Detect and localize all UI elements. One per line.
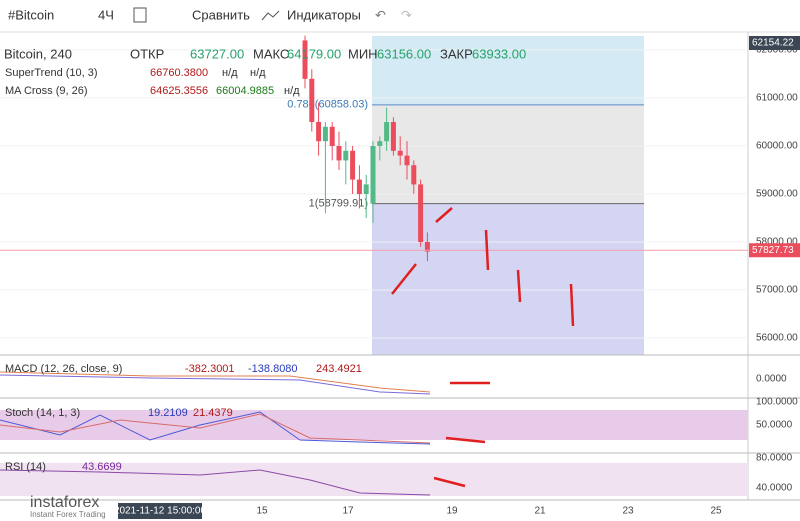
time-tick-label: 25 xyxy=(710,506,722,517)
redo[interactable]: ↷ xyxy=(401,7,412,22)
annotation-arrows xyxy=(391,207,575,488)
candle-body xyxy=(356,179,362,194)
candle-body xyxy=(350,150,356,180)
stoch-k xyxy=(0,411,431,445)
indicator-value: -382.3001 xyxy=(185,363,235,375)
time-tick-label: 21 xyxy=(534,506,546,517)
fib-label: 0.786(60858.03) xyxy=(287,99,368,111)
price-tick-label: 60000.00 xyxy=(756,141,798,152)
candle-body xyxy=(404,155,410,166)
axis-label: 0.0000 xyxy=(756,374,787,385)
cursor-time-box xyxy=(118,503,202,519)
indicator-value: 43.6699 xyxy=(82,461,122,473)
indicator-value: 66760.3800 xyxy=(150,67,208,79)
candle-body xyxy=(316,122,322,142)
legend-low: 63156.00 xyxy=(377,46,431,61)
logo-name: instaforex xyxy=(30,494,99,511)
candle-body xyxy=(397,150,403,156)
axis-label: 100.0000 xyxy=(756,397,798,408)
candle-body xyxy=(418,184,424,242)
candle-body xyxy=(309,78,315,122)
legend-open: 63727.00 xyxy=(190,46,244,61)
legend-high-label: МАКС xyxy=(253,46,289,61)
candle-body xyxy=(336,146,342,161)
time-tick-label: 23 xyxy=(622,506,634,517)
time-tick-label: 15 xyxy=(256,506,268,517)
indicator-value: н/д xyxy=(250,67,266,79)
indicators-icon xyxy=(261,10,280,21)
indicator-value: 21.4379 xyxy=(193,407,233,419)
symbol[interactable]: #Bitcoin xyxy=(8,7,54,22)
time-tick-label: 17 xyxy=(342,506,354,517)
price-tick-label: 62000.00 xyxy=(756,45,798,56)
indicator-name: MA Cross (9, 26) xyxy=(5,85,88,97)
fib-zones xyxy=(372,36,644,355)
indicator-value: 64625.3556 xyxy=(150,85,208,97)
candle-body xyxy=(363,184,369,194)
macd-line xyxy=(0,374,431,395)
legend-open-label: ОТКР xyxy=(130,46,164,61)
candle-body xyxy=(302,40,308,79)
indicator-value: -138.8080 xyxy=(248,363,298,375)
price-tick-label: 58000.00 xyxy=(756,237,798,248)
undo[interactable]: ↶ xyxy=(375,7,386,22)
compare-button[interactable]: Сравнить xyxy=(192,7,250,22)
fib-label: 1(58799.91) xyxy=(309,198,368,210)
candle-icon[interactable] xyxy=(133,7,147,23)
candle-body xyxy=(390,122,396,151)
indicator-value: 19.2109 xyxy=(148,407,188,419)
legend-close-label: ЗАКР xyxy=(440,46,473,61)
legend-low-label: МИН xyxy=(348,46,378,61)
legend-close: 63933.00 xyxy=(472,46,526,61)
indicator-value: н/д xyxy=(284,85,300,97)
interval[interactable]: 4Ч xyxy=(98,7,114,22)
price-tick-label: 59000.00 xyxy=(756,189,798,200)
axis-label: 50.0000 xyxy=(756,420,793,431)
axis-label: 80.0000 xyxy=(756,453,793,464)
macd-signal xyxy=(0,371,431,393)
candle-body xyxy=(329,126,335,146)
candle-body xyxy=(322,126,328,142)
axis-label: 40.0000 xyxy=(756,483,793,494)
price-badge xyxy=(749,36,800,50)
candle-body xyxy=(424,242,430,252)
price-tick-label: 56000.00 xyxy=(756,333,798,344)
toolbar xyxy=(0,0,800,32)
candle-body xyxy=(384,122,390,142)
legend-symbol: Bitcoin, 240 xyxy=(4,46,72,61)
price-badge xyxy=(749,243,800,258)
candle-body xyxy=(377,141,383,146)
rsi-band xyxy=(0,463,748,496)
price-tick-label: 61000.00 xyxy=(756,93,798,104)
candle-body xyxy=(370,146,376,204)
indicator-name: SuperTrend (10, 3) xyxy=(5,67,98,79)
candle-body xyxy=(411,165,417,185)
price-badge-label: 62154.22 xyxy=(752,38,794,49)
logo-tagline: Instant Forex Trading xyxy=(30,510,106,519)
price-tick-label: 57000.00 xyxy=(756,285,798,296)
indicator-name: RSI (14) xyxy=(5,461,46,473)
indicators-button[interactable]: Индикаторы xyxy=(287,7,361,22)
indicator-name: MACD (12, 26, close, 9) xyxy=(5,363,122,375)
cursor-time: 2021-11-12 15:00:00 xyxy=(114,506,207,517)
time-tick-label: 19 xyxy=(446,506,458,517)
indicator-value: 243.4921 xyxy=(316,363,362,375)
indicator-value: н/д xyxy=(222,67,238,79)
legend-high: 64179.00 xyxy=(287,46,341,61)
price-badge-label: 57827.73 xyxy=(752,245,794,256)
candle-body xyxy=(343,150,349,161)
rsi-line xyxy=(0,469,431,496)
indicator-value: 66004.9885 xyxy=(216,85,274,97)
stoch-band xyxy=(0,410,748,440)
indicator-name: Stoch (14, 1, 3) xyxy=(5,407,80,419)
stoch-d xyxy=(0,413,431,444)
